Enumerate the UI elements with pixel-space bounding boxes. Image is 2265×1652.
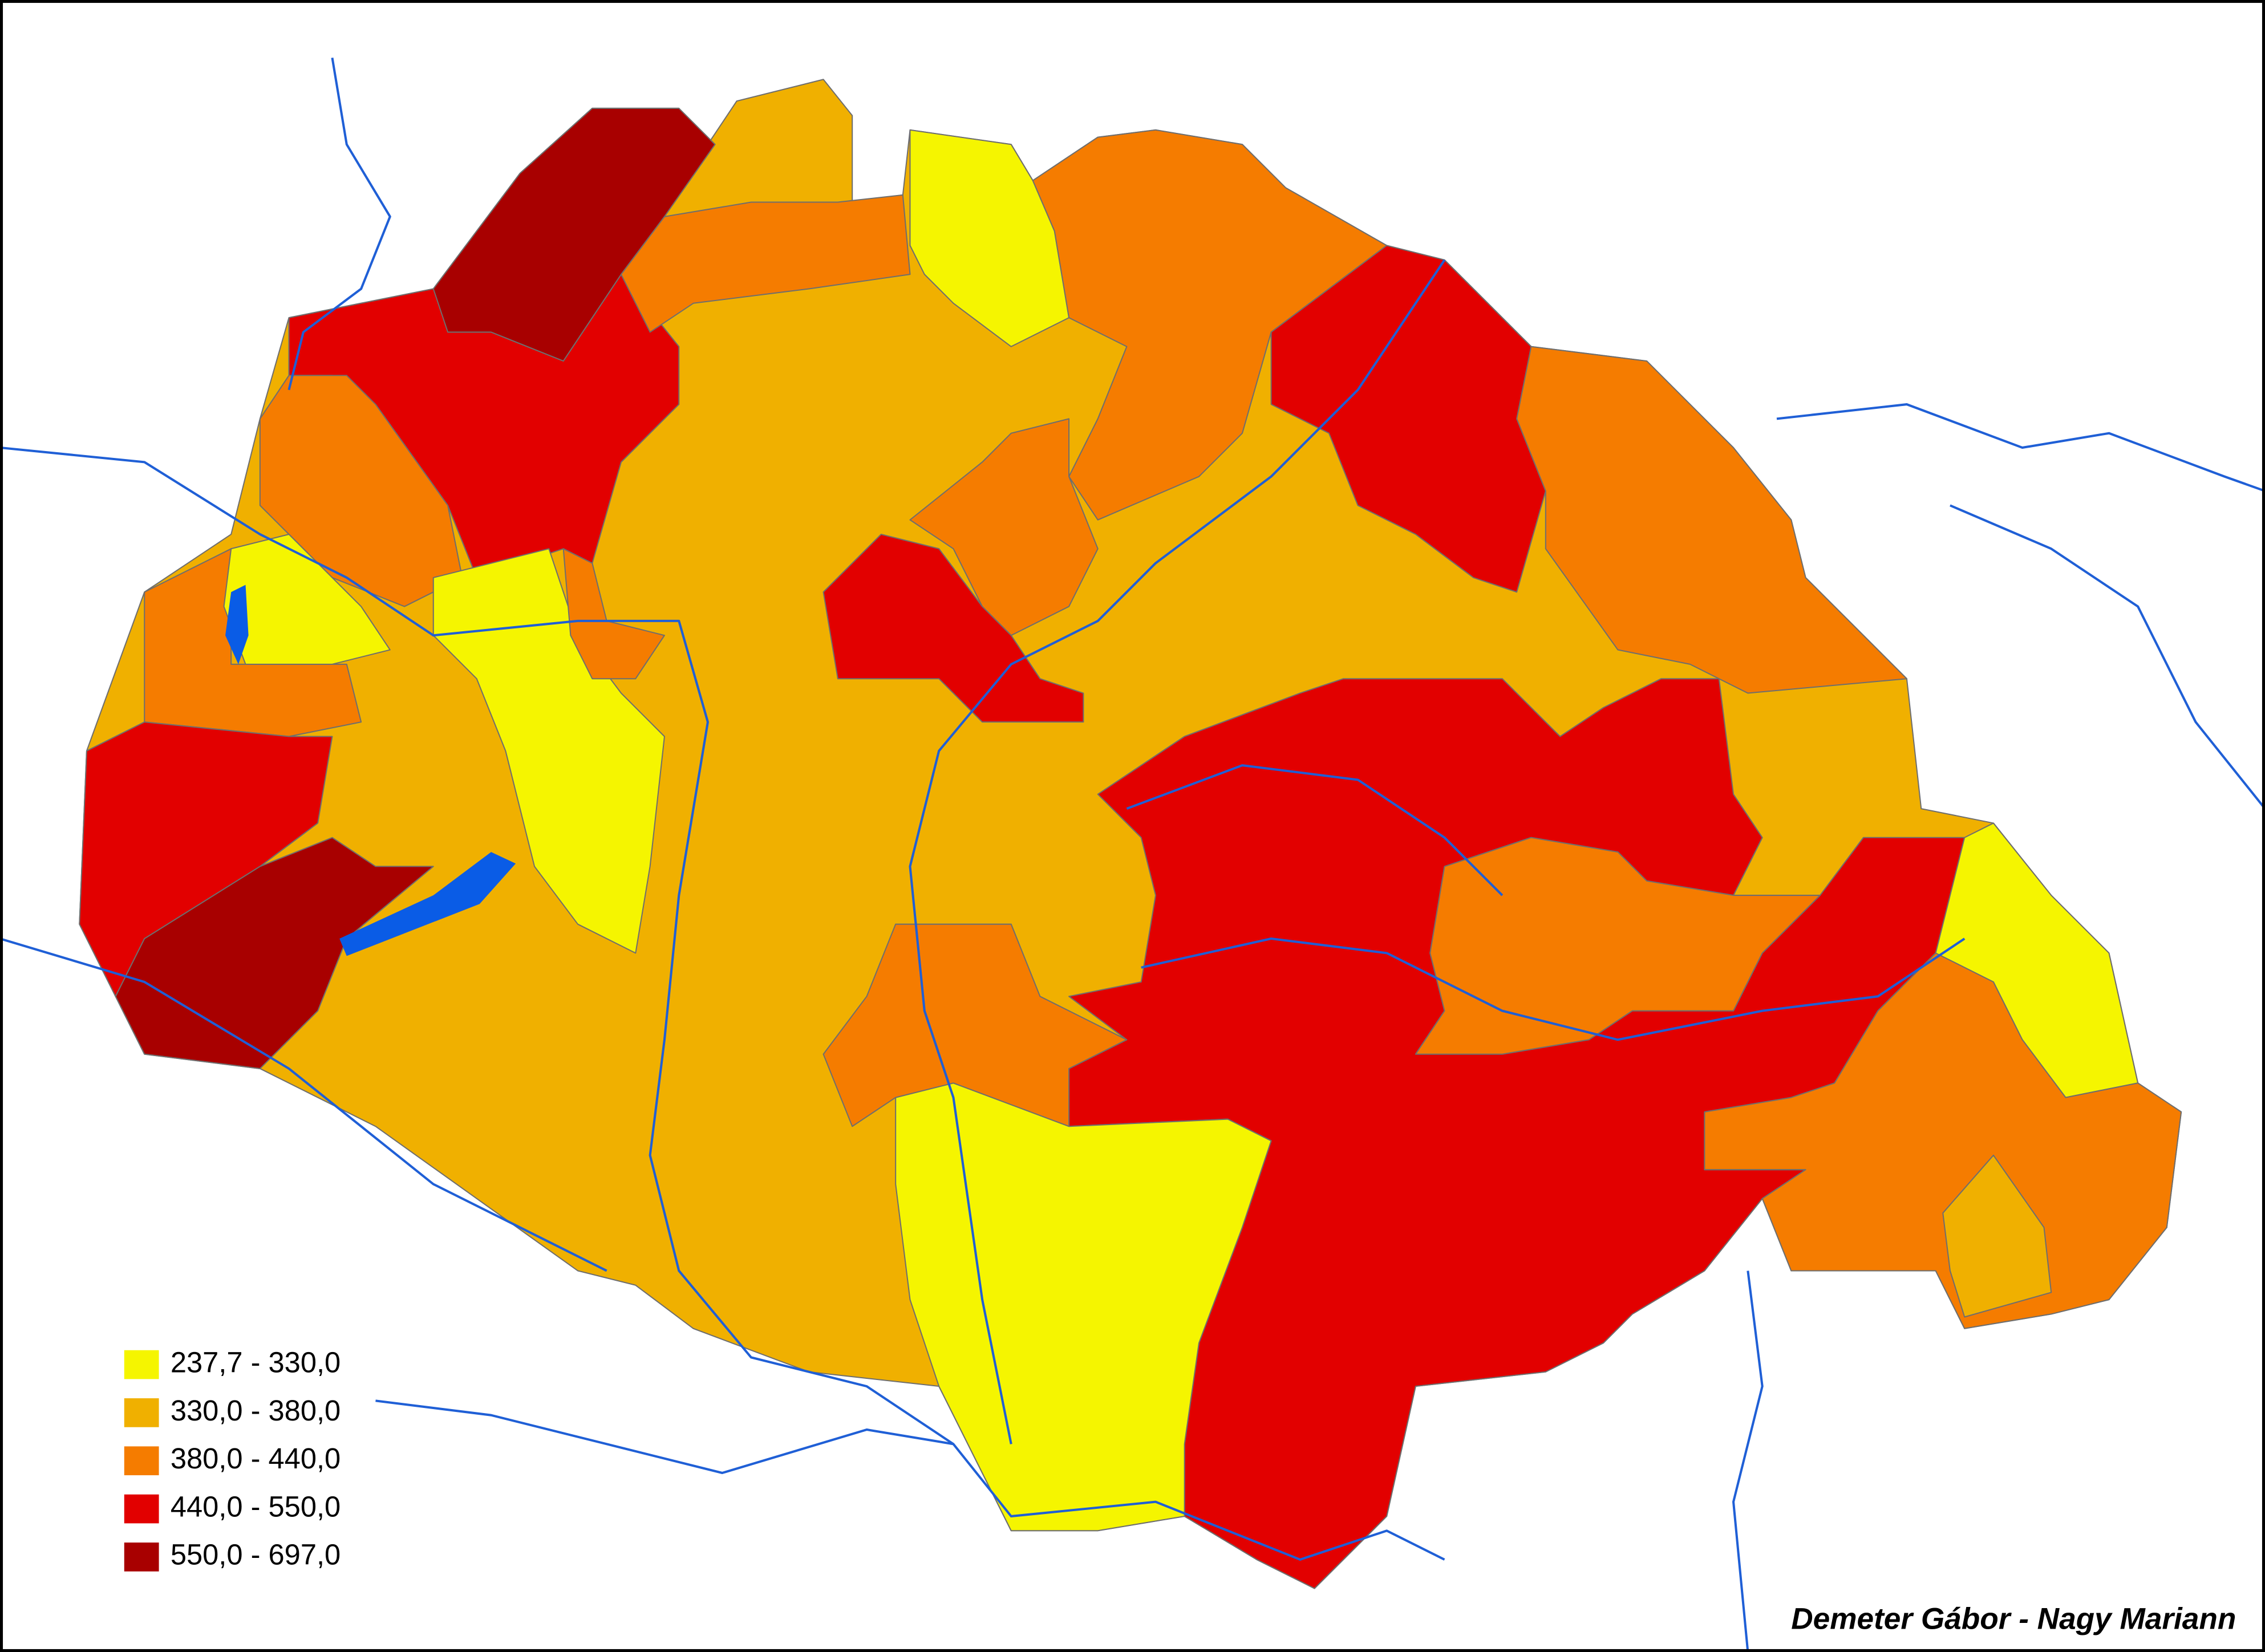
region: [909, 129, 1070, 347]
river: [0, 447, 1445, 1561]
legend-label: 330,0 - 380,0: [171, 1394, 341, 1427]
legend-label: 380,0 - 440,0: [171, 1442, 341, 1475]
region: [1516, 346, 1907, 694]
legend-label: 550,0 - 697,0: [171, 1539, 341, 1571]
river: [1950, 504, 2265, 810]
river: [1126, 764, 1504, 896]
region: [79, 721, 333, 997]
region: [822, 533, 1084, 723]
river: [909, 259, 1446, 1444]
region: [1270, 245, 1546, 593]
credit: Demeter Gábor - Nagy Mariann: [1791, 1602, 2236, 1635]
legend-swatch: [124, 1398, 159, 1427]
region: [223, 533, 391, 665]
region: [620, 194, 911, 333]
river: [1141, 937, 1966, 1041]
river: [287, 57, 391, 391]
river: [0, 937, 607, 1272]
legend-swatch: [124, 1494, 159, 1524]
river: [1732, 1271, 1764, 1652]
region: [1704, 952, 2182, 1329]
region: [1942, 1154, 2052, 1318]
river: [375, 1399, 954, 1475]
lake: [339, 852, 516, 956]
legend-swatch: [124, 1350, 159, 1379]
region: [1032, 129, 1388, 521]
region: [822, 923, 1128, 1127]
region: [909, 418, 1099, 636]
regions: [79, 79, 2182, 1589]
region: [1415, 837, 1821, 1055]
legend-label: 237,7 - 330,0: [171, 1346, 341, 1378]
legend-swatch: [124, 1446, 159, 1476]
lake: [225, 585, 249, 664]
legend: 237,7 - 330,0 330,0 - 380,0 380,0 - 440,0 4…: [124, 1346, 341, 1572]
region: [562, 548, 665, 680]
legend-label: 440,0 - 550,0: [171, 1490, 341, 1523]
legend-swatch: [124, 1543, 159, 1572]
region: [432, 548, 665, 954]
region: [895, 1082, 1272, 1532]
rivers: [0, 57, 2265, 1652]
region: [115, 837, 434, 1069]
river: [1776, 403, 2265, 492]
